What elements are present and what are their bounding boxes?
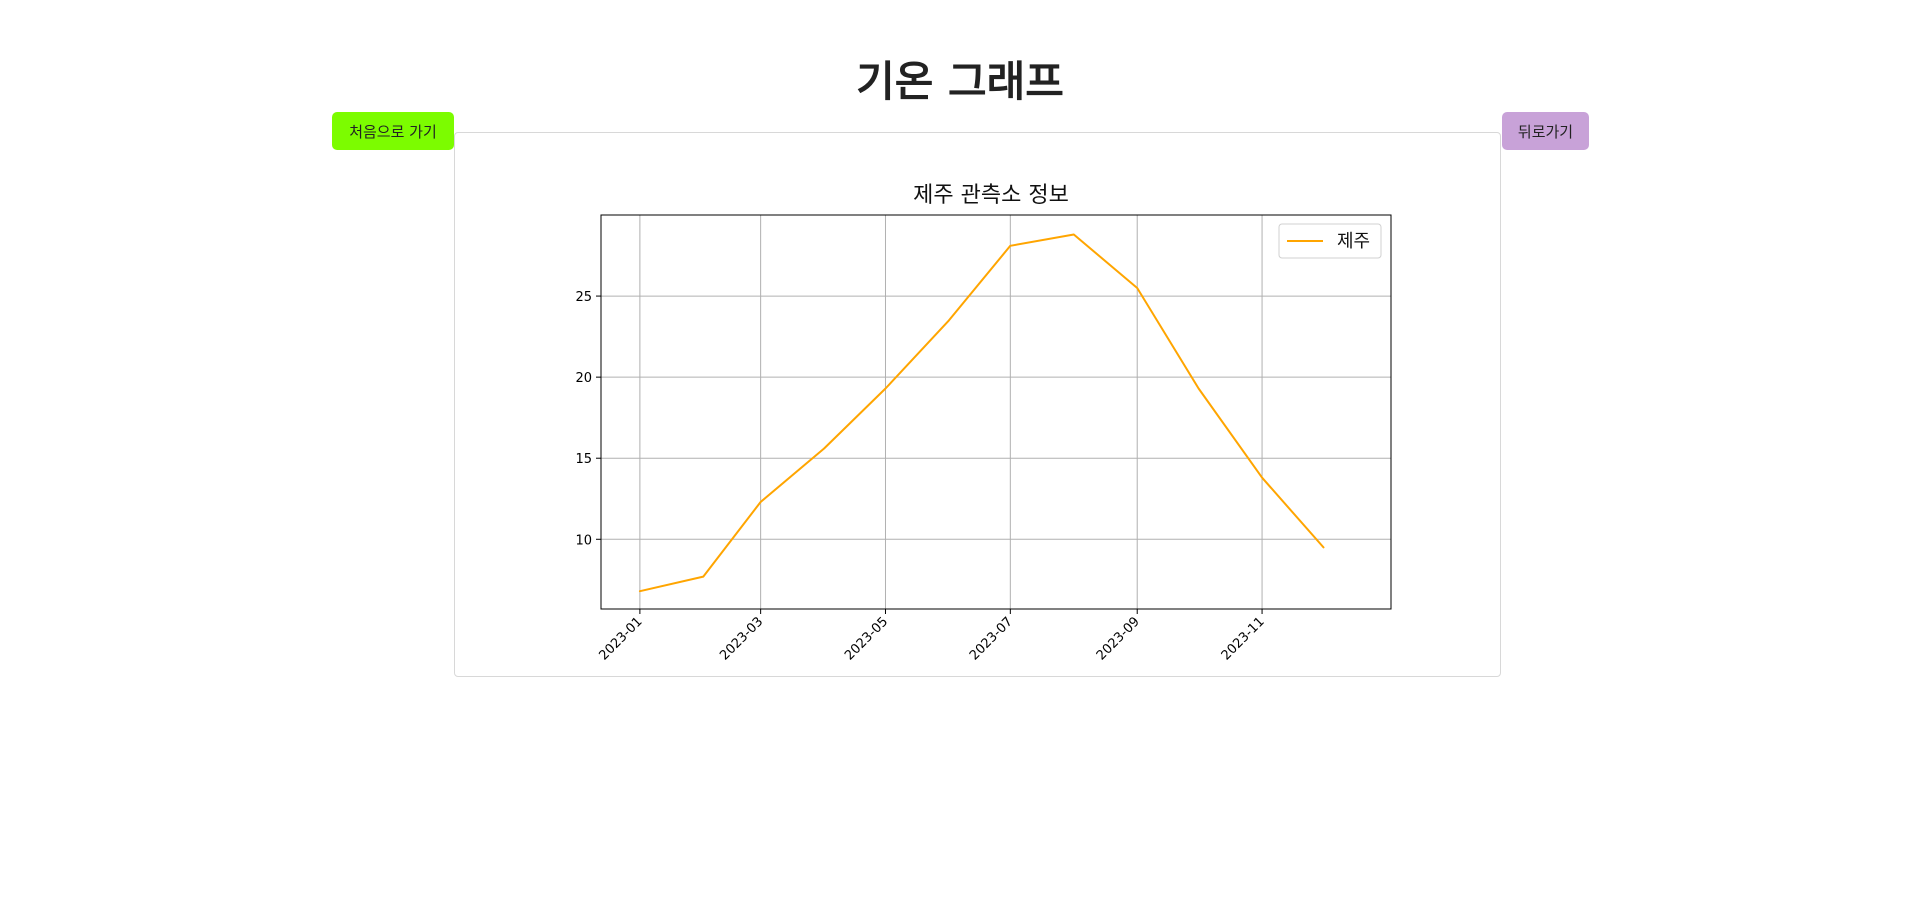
chart-title: 제주 관측소 정보 [913, 183, 1069, 208]
back-button[interactable]: 뒤로가기 [1502, 112, 1589, 150]
series-layer [638, 233, 1325, 593]
home-button[interactable]: 처음으로 가기 [332, 112, 454, 150]
y-tick-label: 15 [575, 452, 592, 467]
x-tick-label: 2023-01 [597, 614, 646, 663]
series-line-0 [638, 233, 1325, 593]
y-tick-label: 25 [575, 290, 592, 305]
y-tick-label: 10 [575, 533, 592, 548]
legend: 제주 [1278, 223, 1382, 259]
chart-card: 제주 관측소 정보 2023-01 2023-03 2023-05 2023-07 20… [454, 132, 1501, 677]
page-title: 기온 그래프 [856, 57, 1064, 106]
legend-label: 제주 [1337, 231, 1370, 252]
grid-lines [601, 215, 1391, 609]
legend-box [1278, 223, 1382, 259]
x-tick-label: 2023-09 [1094, 614, 1143, 663]
x-tick-label: 2023-07 [967, 614, 1016, 663]
temperature-chart: 제주 관측소 정보 2023-01 2023-03 2023-05 2023-07 20… [575, 183, 1392, 663]
x-tick-label: 2023-05 [842, 614, 891, 663]
y-tick-label: 20 [575, 371, 592, 386]
plot-frame [600, 214, 1392, 610]
x-tick-label: 2023-11 [1219, 614, 1268, 663]
x-tick-label: 2023-03 [717, 614, 766, 663]
axes: 2023-01 2023-03 2023-05 2023-07 2023-09 2023-… [575, 214, 1392, 663]
